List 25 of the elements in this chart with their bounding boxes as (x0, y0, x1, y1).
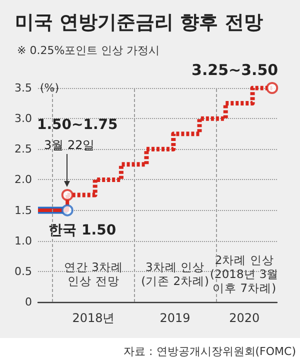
annotation: 3차례 인상 (기존 2차례) (141, 260, 210, 288)
text: 자료 : 연방공개시장위원회(FOMC) (124, 345, 296, 358)
annotation: 2차례 인상 (2018년 3월 이후 7차례) (210, 253, 279, 295)
y-tick-label: 3.0 (14, 112, 32, 126)
y-tick-label: 3.5 (14, 82, 32, 94)
chart-title: 미국 연방기준금리 향후 전망 (15, 12, 263, 34)
point (266, 82, 278, 94)
y-tick-label: 2.0 (14, 173, 32, 186)
x-tick-label: 2020 (229, 311, 260, 325)
point (61, 204, 74, 216)
annotation: 3.25~3.50 (192, 61, 278, 79)
y-tick-label: 0.5 (14, 264, 32, 278)
annotation: 3월 22일 (44, 138, 95, 152)
y-tick-label: 1.5 (14, 204, 32, 217)
annotation: 한국 1.50 (48, 222, 116, 238)
x-tick-label: 2019 (160, 311, 190, 325)
annotation: 연간 3차례 인상 전망 (64, 260, 123, 288)
y-tick-label: 2.5 (14, 142, 32, 156)
annotation: 1.50~1.75 (36, 117, 118, 133)
chart-subtitle: ※ 0.25%포인트 인상 가정시 (17, 44, 160, 57)
y-axis-title: (%) (40, 82, 60, 94)
y-tick-label: 0 (25, 296, 32, 308)
y-tick-label: 1.0 (14, 234, 32, 248)
point (61, 189, 74, 201)
x-tick-label: 2018년 (72, 311, 115, 325)
